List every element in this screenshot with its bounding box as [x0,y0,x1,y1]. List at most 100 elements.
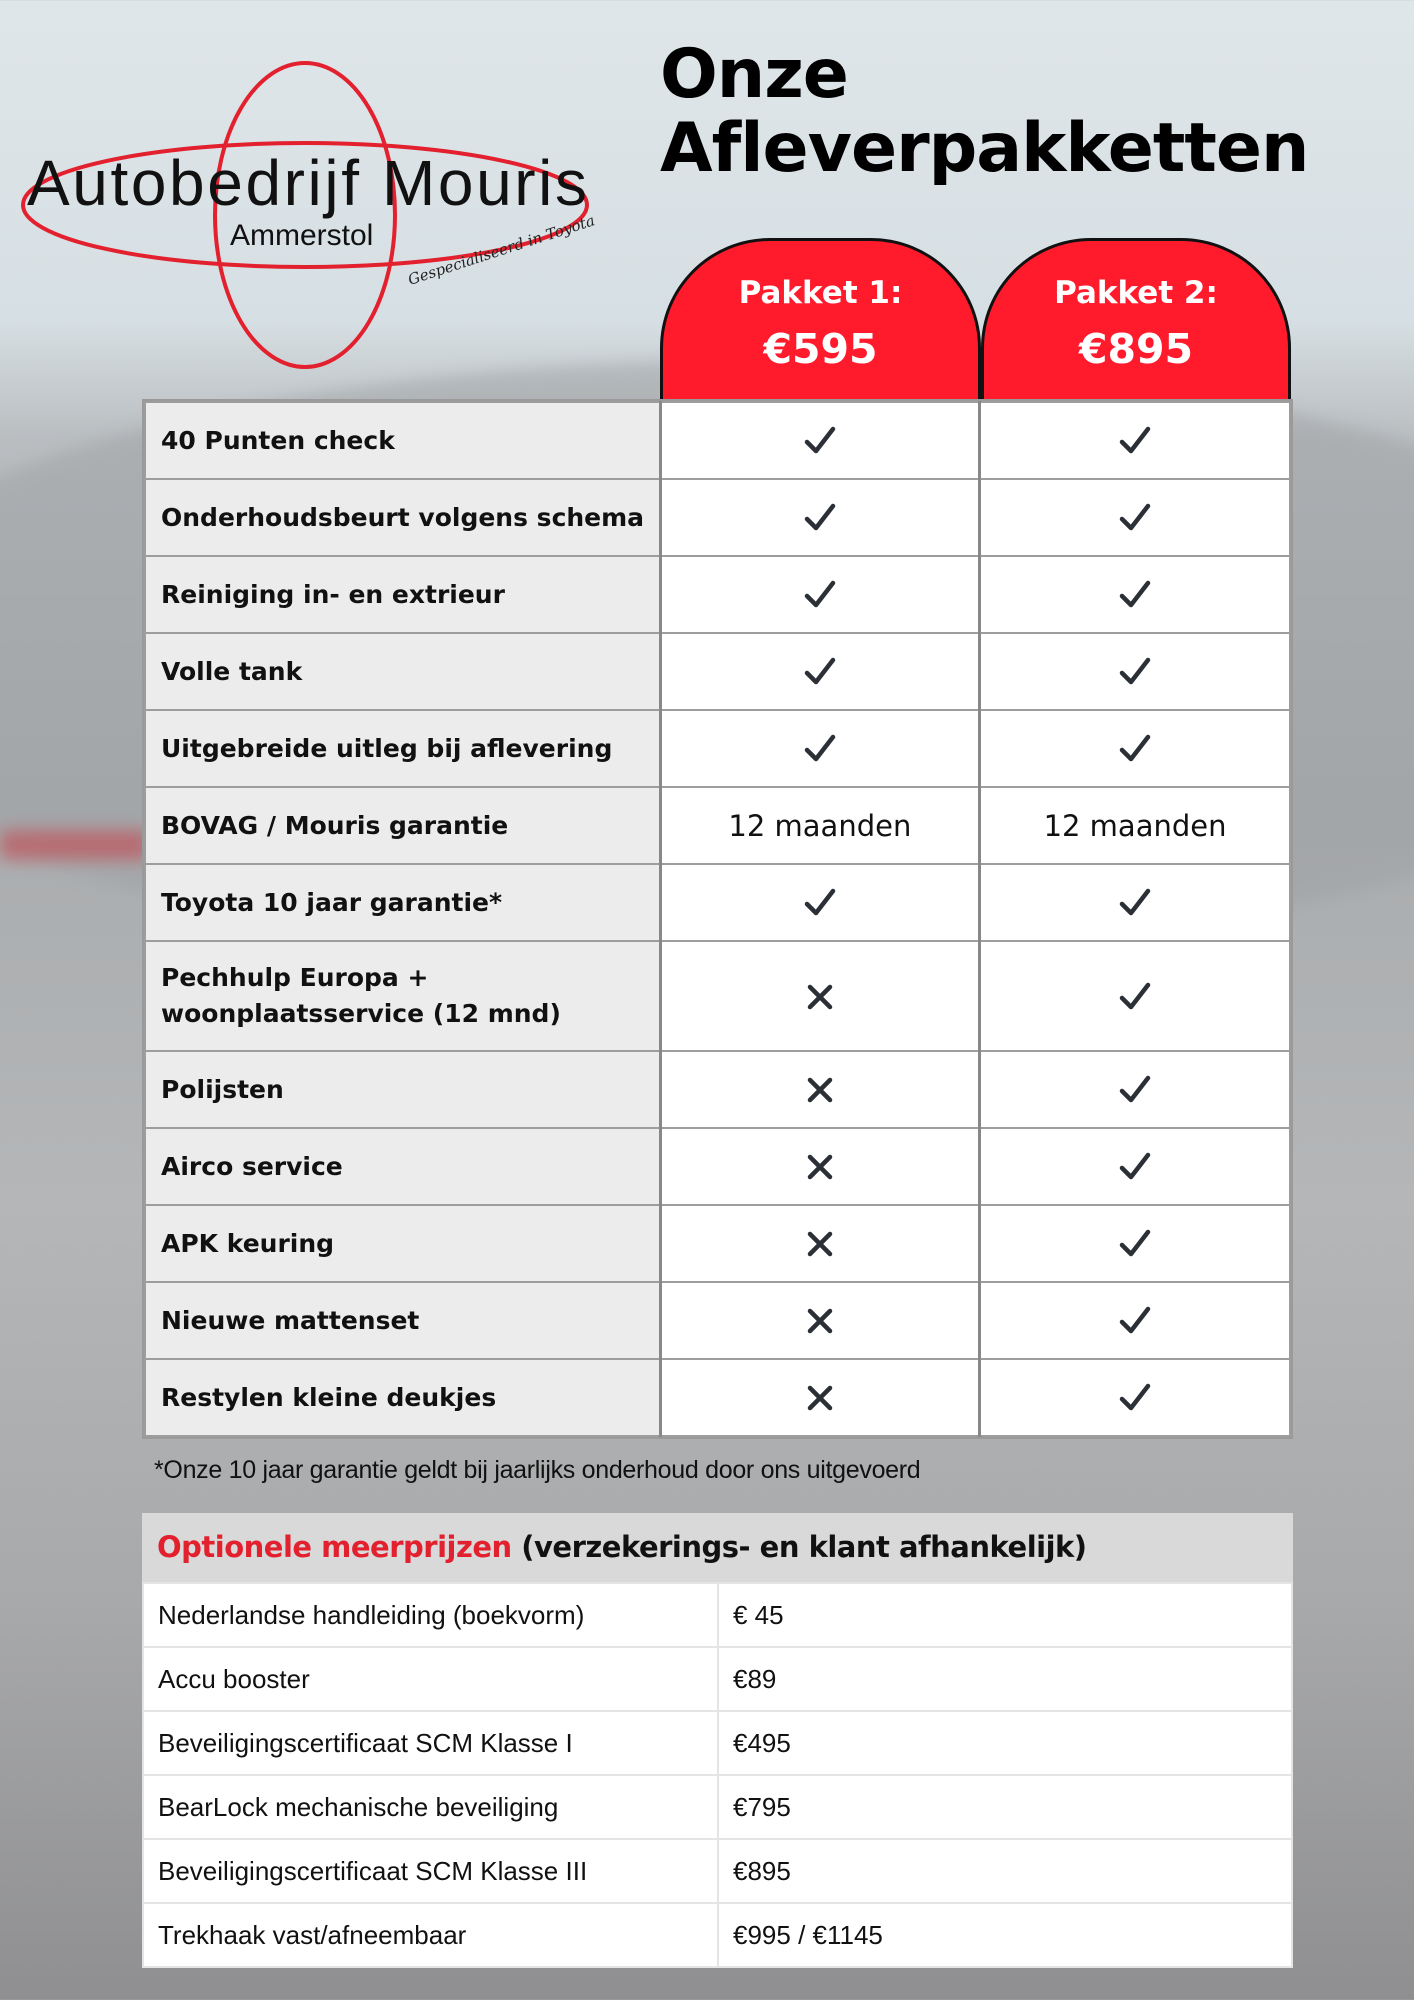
cross-icon [807,1077,833,1103]
optional-label: Trekhaak vast/afneembaar [142,1902,719,1968]
package-cell [978,478,1292,557]
optional-row: Nederlandse handleiding (boekvorm) € 45 [142,1582,1293,1648]
feature-row: Uitgebreide uitleg bij aflevering [143,709,1292,788]
check-icon [1119,982,1151,1009]
optional-header: Optionele meerprijzen (verzekerings- en … [142,1513,1293,1582]
check-icon [1119,1229,1151,1257]
page-title: Onze Afleverpakketten [660,38,1309,186]
feature-label: Polijsten [143,1050,662,1129]
optional-title: Optionele meerprijzen [157,1530,512,1564]
package-cell [978,401,1292,480]
optional-label: Accu booster [142,1646,719,1712]
cross-icon [807,1385,833,1411]
package-cell [978,709,1292,788]
feature-label: Uitgebreide uitleg bij aflevering [143,709,662,788]
feature-row: Toyota 10 jaar garantie* [143,863,1292,942]
package-cell [659,632,981,711]
feature-row: BOVAG / Mouris garantie 12 maanden 12 maan… [143,786,1292,865]
optional-label: Beveiligingscertificaat SCM Klasse III [142,1838,719,1904]
cross-icon [807,984,833,1009]
package-cell [659,1358,981,1437]
feature-label: Toyota 10 jaar garantie* [143,863,662,942]
check-icon [804,734,836,762]
package-cell [659,1050,981,1129]
svg-text:Gespecialiseerd in Toyota: Gespecialiseerd in Toyota [406,211,595,288]
footnote: *Onze 10 jaar garantie geldt bij jaarlij… [154,1456,921,1484]
package-cell [978,940,1292,1052]
package-cell [659,1127,981,1206]
feature-row: Onderhoudsbeurt volgens schema [143,478,1292,557]
feature-row: APK keuring [143,1204,1292,1283]
package-cell: 12 maanden [659,786,981,865]
optional-subtitle: (verzekerings- en klant afhankelijk) [521,1530,1087,1564]
package-cell [978,555,1292,634]
package-cell [659,940,981,1052]
feature-label: Airco service [143,1127,662,1206]
optional-price: €995 / €1145 [717,1902,1293,1968]
package-cell [978,1050,1292,1129]
package-cell [659,1204,981,1283]
feature-label: APK keuring [143,1204,662,1283]
optional-label: BearLock mechanische beveiliging [142,1774,719,1840]
feature-label: Restylen kleine deukjes [143,1358,662,1437]
package-cell [978,632,1292,711]
check-icon [1119,1383,1151,1411]
optional-row: Trekhaak vast/afneembaar €995 / €1145 [142,1902,1293,1968]
check-icon [1119,734,1151,762]
package-1-header: Pakket 1: €595 [660,238,981,399]
optional-price: €89 [717,1646,1293,1712]
package-2-header: Pakket 2: €895 [981,238,1291,399]
optional-price: €495 [717,1710,1293,1776]
package-name: Pakket 2: [1054,275,1218,311]
package-name: Pakket 1: [738,275,903,311]
check-icon [804,580,836,608]
package-cell [659,401,981,480]
package-cell [978,1204,1292,1283]
feature-label: Pechhulp Europa + woonplaatsservice (12 m… [143,940,662,1052]
feature-row: 40 Punten check [143,401,1292,480]
check-icon [1119,657,1151,685]
optional-price: €795 [717,1774,1293,1840]
feature-row: Volle tank [143,632,1292,711]
svg-text:Ammerstol: Ammerstol [230,219,373,252]
feature-label: Volle tank [143,632,662,711]
check-icon [804,503,836,531]
feature-label: BOVAG / Mouris garantie [143,786,662,865]
package-cell [659,709,981,788]
logo: Autobedrijf Mouris Ammerstol Gespecialis… [21,61,595,369]
optional-price: €895 [717,1838,1293,1904]
package-cell [978,863,1292,942]
optional-label: Beveiligingscertificaat SCM Klasse I [142,1710,719,1776]
optional-row: BearLock mechanische beveiliging €795 [142,1774,1293,1840]
check-icon [804,888,836,916]
package-price: €595 [763,325,878,373]
optional-price: € 45 [717,1582,1293,1648]
package-cell [659,863,981,942]
package-cell [659,1281,981,1360]
feature-label: Nieuwe mattenset [143,1281,662,1360]
optional-row: Beveiligingscertificaat SCM Klasse III €8… [142,1838,1293,1904]
optional-row: Accu booster €89 [142,1646,1293,1712]
feature-row: Airco service [143,1127,1292,1206]
background-taillight [0,830,150,860]
feature-row: Pechhulp Europa + woonplaatsservice (12 m… [143,940,1292,1052]
svg-text:Autobedrijf Mouris: Autobedrijf Mouris [27,147,587,219]
feature-row: Reiniging in- en extrieur [143,555,1292,634]
check-icon [1119,1306,1151,1334]
feature-row: Polijsten [143,1050,1292,1129]
check-icon [804,657,836,685]
feature-label: Reiniging in- en extrieur [143,555,662,634]
check-icon [1119,1152,1151,1180]
package-cell [978,1127,1292,1206]
feature-label: Onderhoudsbeurt volgens schema [143,478,662,557]
feature-label: 40 Punten check [143,401,662,480]
package-cell [978,1281,1292,1360]
optional-extras-table: Optionele meerprijzen (verzekerings- en … [142,1513,1293,1968]
optional-row: Beveiligingscertificaat SCM Klasse I €495 [142,1710,1293,1776]
cross-icon [807,1308,833,1334]
package-cell [978,1358,1292,1437]
features-table: 40 Punten check Onderhoudsbeurt volgens s… [143,401,1292,1437]
package-cell: 12 maanden [978,786,1292,865]
check-icon [1119,888,1151,916]
package-cell [659,555,981,634]
